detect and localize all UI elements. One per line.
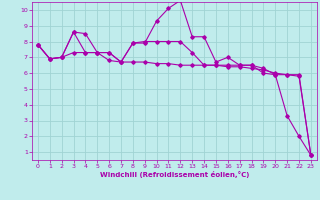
X-axis label: Windchill (Refroidissement éolien,°C): Windchill (Refroidissement éolien,°C) [100,171,249,178]
